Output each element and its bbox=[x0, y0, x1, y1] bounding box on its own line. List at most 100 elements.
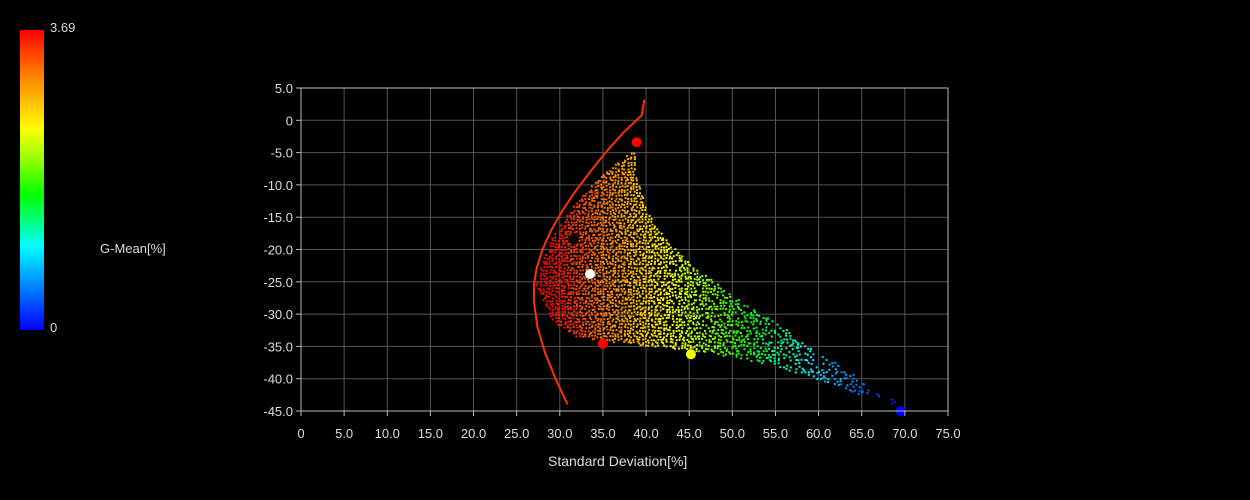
scatter-dot bbox=[618, 209, 621, 212]
scatter-dot bbox=[656, 283, 659, 286]
scatter-dot bbox=[587, 320, 590, 323]
scatter-dot bbox=[591, 330, 594, 333]
scatter-dot bbox=[572, 278, 574, 281]
scatter-dot bbox=[617, 200, 620, 203]
scatter-dot bbox=[578, 224, 581, 227]
scatter-dot bbox=[660, 291, 663, 294]
scatter-dot bbox=[765, 342, 768, 345]
scatter-dot bbox=[654, 306, 657, 309]
scatter-dot bbox=[614, 337, 616, 340]
scatter-dot bbox=[656, 272, 659, 275]
scatter-dot bbox=[684, 346, 686, 349]
scatter-dot bbox=[578, 287, 581, 290]
scatter-dot bbox=[618, 319, 621, 322]
scatter-dot bbox=[603, 288, 605, 291]
scatter-dot bbox=[567, 320, 570, 323]
scatter-dot bbox=[548, 291, 551, 294]
scatter-dot bbox=[590, 260, 593, 262]
scatter-dot bbox=[663, 336, 665, 339]
scatter-dot bbox=[806, 359, 809, 362]
scatter-dot bbox=[603, 206, 606, 209]
scatter-dot bbox=[554, 248, 557, 251]
scatter-dot bbox=[623, 161, 626, 164]
scatter-dot bbox=[608, 221, 610, 224]
scatter-dot bbox=[650, 314, 653, 316]
scatter-dot bbox=[606, 194, 609, 197]
scatter-dot bbox=[618, 186, 621, 189]
scatter-dot bbox=[644, 330, 647, 333]
scatter-dot bbox=[591, 199, 594, 202]
scatter-dot bbox=[687, 303, 690, 306]
scatter-dot bbox=[546, 287, 549, 290]
scatter-dot bbox=[593, 274, 596, 277]
scatter-dot bbox=[698, 315, 701, 318]
scatter-dot bbox=[630, 167, 633, 170]
scatter-dot bbox=[567, 287, 570, 290]
scatter-dot bbox=[833, 378, 836, 380]
scatter-dot bbox=[609, 316, 612, 319]
scatter-dot bbox=[698, 298, 701, 301]
scatter-dot bbox=[597, 285, 599, 287]
scatter-dot bbox=[591, 338, 594, 341]
scatter-dot bbox=[617, 260, 620, 262]
scatter-dot bbox=[800, 358, 803, 361]
scatter-dot bbox=[594, 315, 597, 318]
scatter-dot bbox=[605, 181, 608, 184]
scatter-dot bbox=[560, 324, 563, 326]
scatter-dot bbox=[729, 324, 732, 327]
scatter-dot bbox=[684, 315, 687, 318]
scatter-dot bbox=[623, 191, 626, 193]
scatter-dot bbox=[647, 231, 650, 234]
scatter-dot bbox=[663, 327, 666, 330]
scatter-dot bbox=[749, 342, 752, 345]
scatter-dot bbox=[836, 371, 839, 373]
scatter-dot bbox=[653, 262, 656, 265]
scatter-dot bbox=[651, 266, 654, 269]
scatter-dot bbox=[690, 337, 693, 340]
scatter-dot bbox=[632, 285, 635, 288]
scatter-dot bbox=[653, 302, 656, 305]
scatter-dot bbox=[635, 281, 638, 284]
scatter-dot bbox=[648, 314, 651, 317]
scatter-dot bbox=[629, 339, 631, 342]
scatter-dot bbox=[617, 311, 620, 314]
scatter-dot bbox=[648, 336, 651, 339]
scatter-dot bbox=[737, 350, 740, 352]
scatter-dot bbox=[632, 289, 635, 292]
scatter-dot bbox=[543, 262, 546, 265]
scatter-dot bbox=[692, 269, 695, 272]
scatter-dot bbox=[689, 316, 692, 319]
scatter-dot bbox=[639, 228, 641, 230]
scatter-dot bbox=[744, 320, 747, 323]
scatter-dot bbox=[621, 189, 624, 191]
scatter-dot bbox=[725, 334, 728, 337]
scatter-dot bbox=[768, 347, 770, 350]
scatter-dot bbox=[581, 296, 583, 299]
scatter-dot bbox=[648, 240, 651, 243]
scatter-dot bbox=[618, 204, 621, 207]
scatter-dot bbox=[621, 247, 624, 250]
scatter-dot bbox=[597, 185, 600, 187]
scatter-dot bbox=[720, 304, 723, 307]
scatter-dot bbox=[800, 371, 803, 374]
scatter-dot bbox=[617, 215, 620, 218]
scatter-dot bbox=[626, 240, 629, 243]
scatter-dot bbox=[648, 267, 651, 270]
scatter-dot bbox=[651, 329, 654, 332]
scatter-dot bbox=[678, 291, 681, 294]
scatter-dot bbox=[605, 279, 608, 282]
scatter-dot bbox=[639, 201, 642, 204]
scatter-dot bbox=[708, 287, 711, 290]
scatter-dot bbox=[612, 324, 615, 327]
scatter-dot bbox=[536, 281, 539, 284]
scatter-dot bbox=[599, 265, 602, 268]
scatter-dot bbox=[564, 302, 567, 305]
scatter-dot bbox=[702, 293, 705, 296]
scatter-dot bbox=[674, 278, 677, 281]
scatter-dot bbox=[653, 243, 656, 246]
scatter-dot bbox=[680, 265, 683, 268]
scatter-dot bbox=[588, 305, 591, 308]
scatter-dot bbox=[722, 329, 725, 332]
scatter-dot bbox=[636, 267, 639, 270]
scatter-dot bbox=[539, 284, 542, 287]
